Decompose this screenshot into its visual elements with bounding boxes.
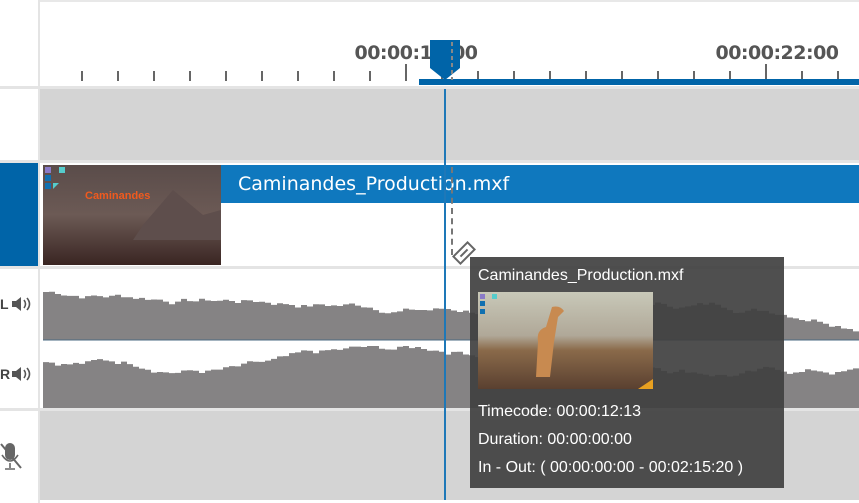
mic-off-icon[interactable]	[0, 441, 24, 471]
video-clip[interactable]	[221, 203, 859, 265]
cut-guide-line	[451, 167, 453, 255]
ruler-tick	[657, 71, 659, 81]
tooltip-title: Caminandes_Production.mxf	[478, 267, 684, 284]
ruler-tick	[261, 71, 263, 81]
clip-title-bar[interactable]: Caminandes_Production.mxf	[221, 165, 859, 203]
ruler-tick	[837, 71, 839, 81]
ruler-tick	[693, 71, 695, 81]
tooltip-duration: Duration: 00:00:00:00	[478, 431, 632, 448]
ruler-label: 00:00:22:00	[715, 42, 839, 64]
ruler-tick	[729, 71, 731, 81]
razor-icon	[452, 241, 476, 265]
ruler-tick	[333, 71, 335, 81]
ruler-tick	[405, 64, 407, 81]
ruler-tick	[117, 71, 119, 81]
channel-label-left: L	[0, 296, 9, 312]
speaker-icon[interactable]	[11, 366, 31, 382]
ruler-tick	[225, 71, 227, 81]
ruler-tick	[765, 64, 767, 81]
ruler-tick	[585, 71, 587, 81]
tooltip-thumbnail	[478, 292, 653, 389]
ruler-tick	[153, 71, 155, 81]
channel-label-right: R	[0, 366, 11, 382]
ruler-tick	[513, 71, 515, 81]
ruler-tick	[621, 71, 623, 81]
work-area-bar[interactable]	[419, 79, 859, 85]
video-track-header-selected[interactable]	[0, 163, 38, 266]
tooltip-timecode: Timecode: 00:00:12:13	[478, 403, 642, 420]
ruler-tick	[549, 71, 551, 81]
speaker-icon[interactable]	[11, 296, 31, 312]
clip-tooltip: Caminandes_Production.mxf Timecode: 00:0…	[470, 257, 784, 488]
playhead-handle[interactable]	[430, 40, 460, 80]
ruler-tick	[297, 71, 299, 81]
ruler-tick	[801, 71, 803, 81]
thumb-title: Caminandes	[85, 190, 151, 202]
ruler-tick	[369, 71, 371, 81]
clip-thumbnail: Caminandes	[43, 165, 221, 265]
playhead-line[interactable]	[444, 89, 446, 500]
ruler-tick	[81, 71, 83, 81]
tooltip-in-out: In - Out: ( 00:00:00:00 - 00:02:15:20 )	[478, 459, 744, 476]
ruler-tick	[477, 71, 479, 81]
ruler-tick	[189, 71, 191, 81]
empty-track[interactable]	[40, 89, 859, 160]
